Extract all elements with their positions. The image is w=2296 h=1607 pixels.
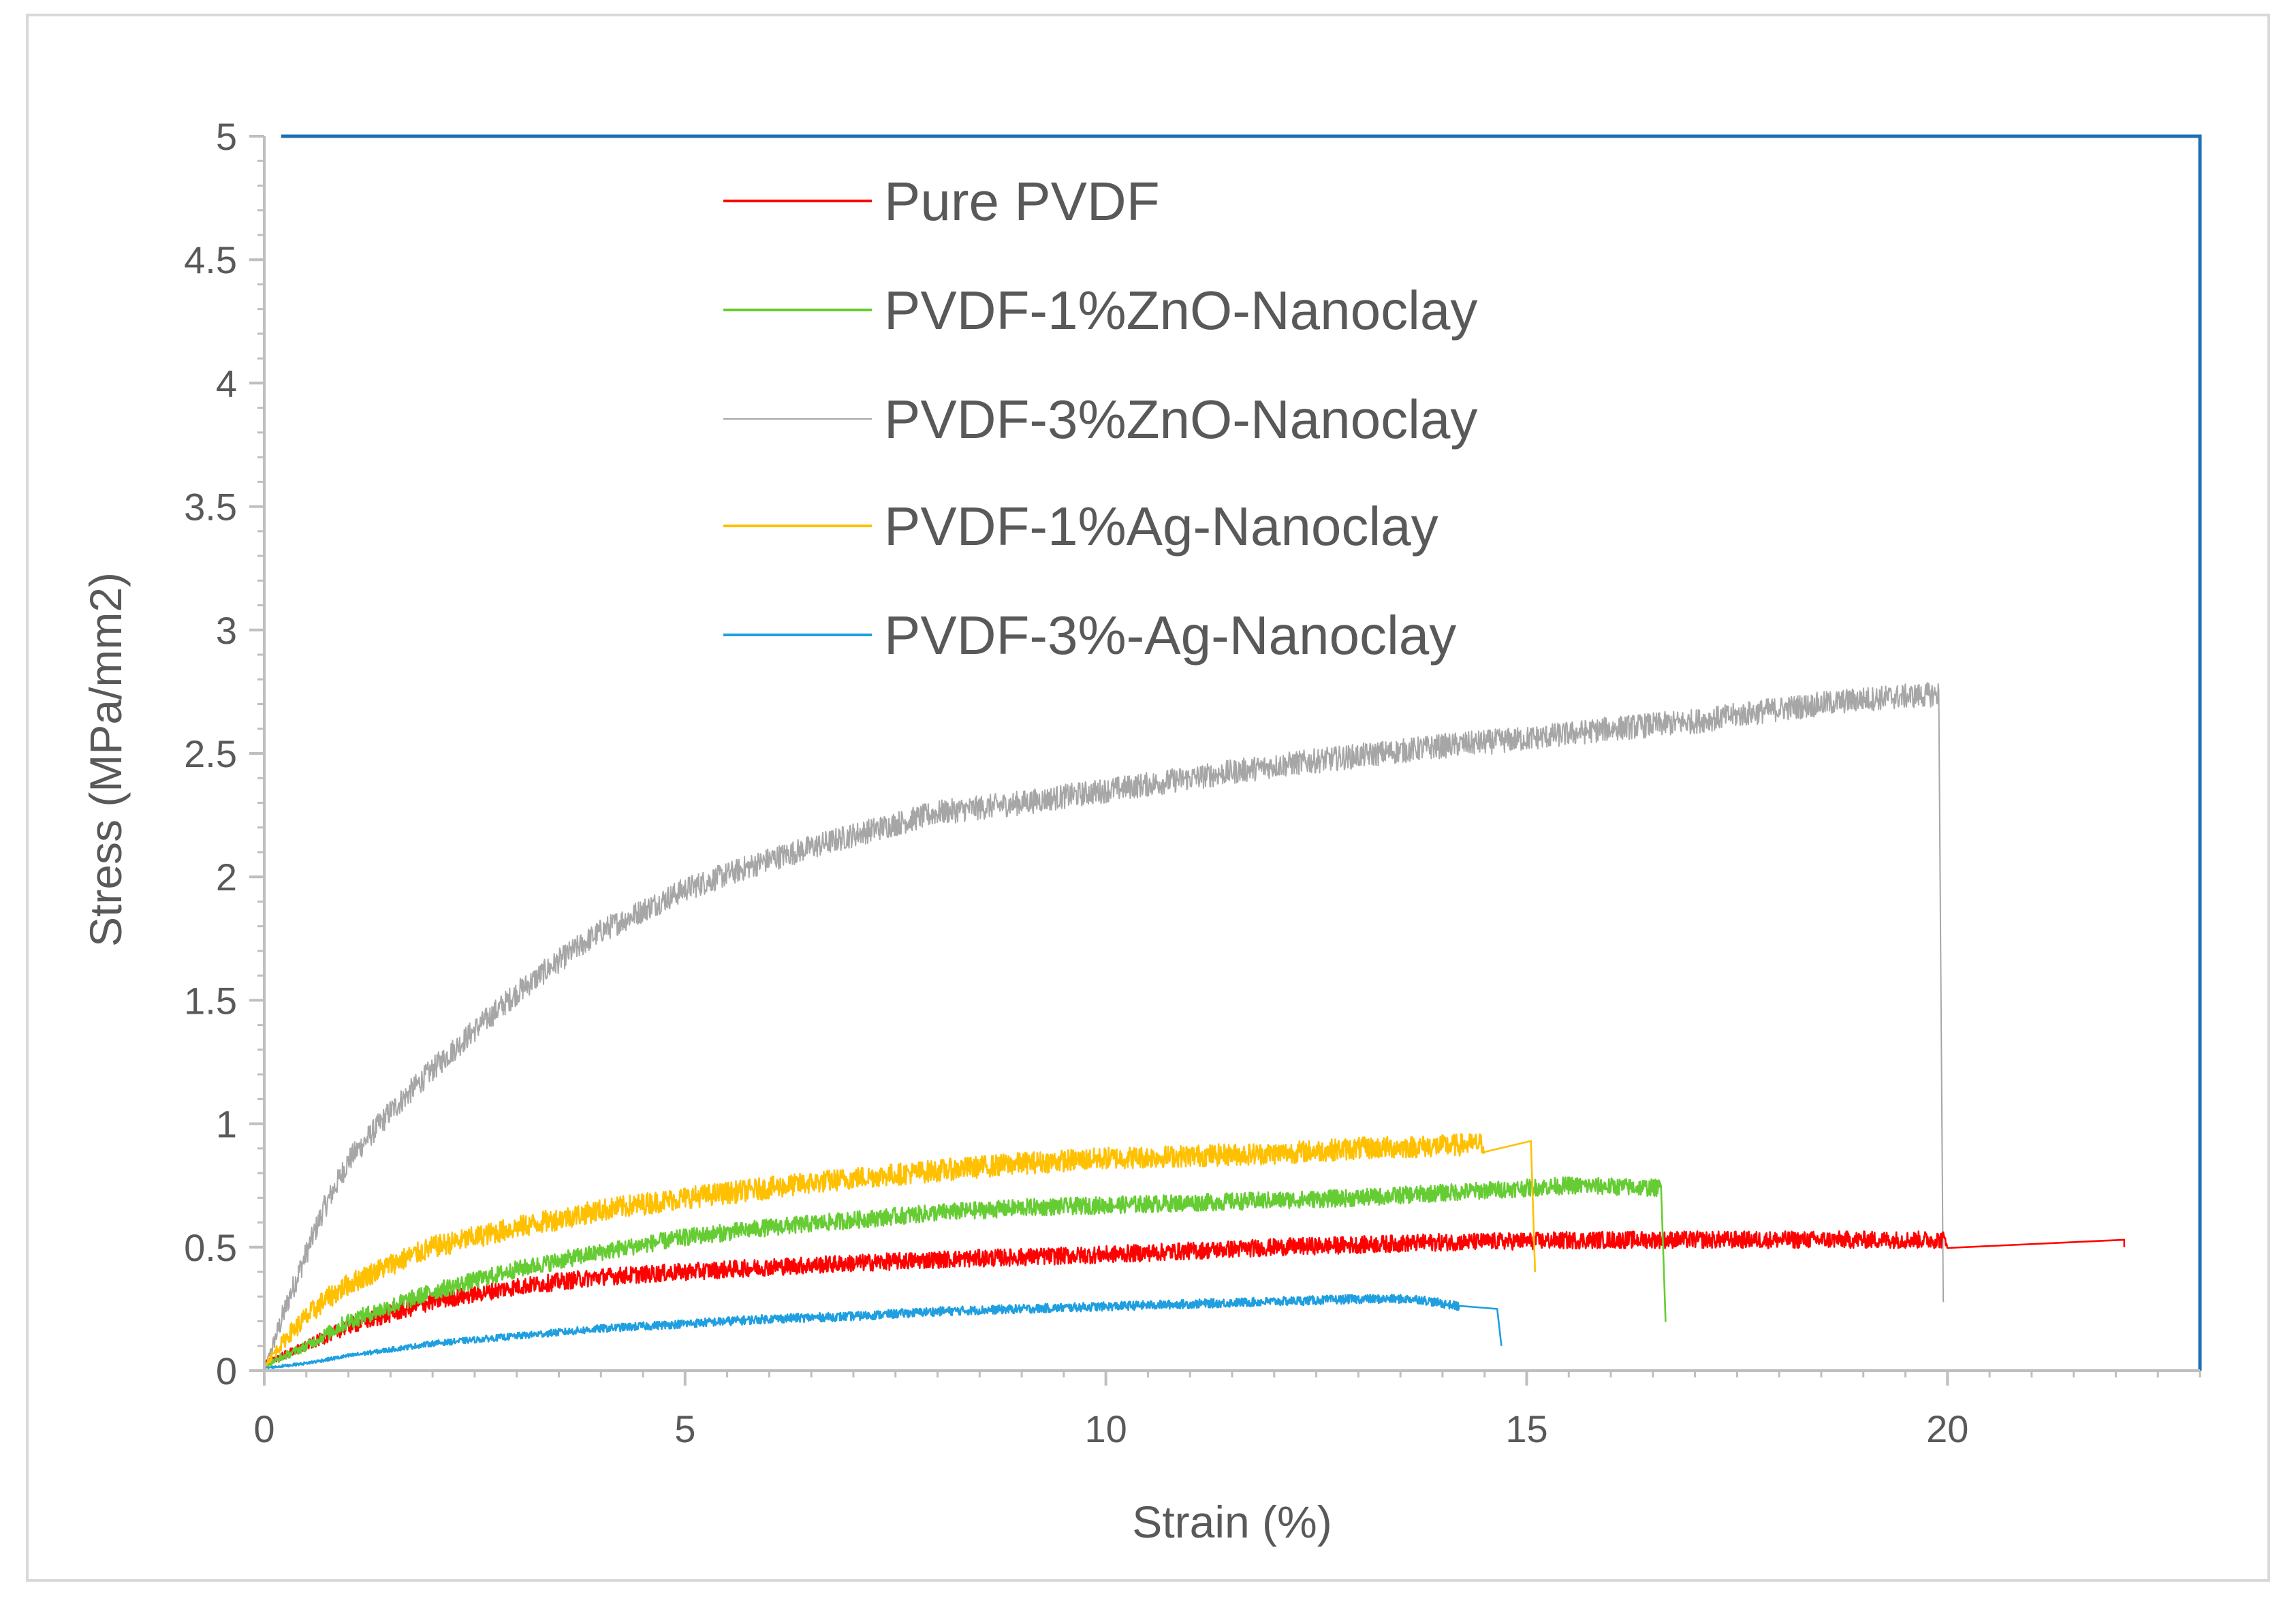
x-tick-label: 5 bbox=[674, 1407, 695, 1450]
legend: Pure PVDF PVDF-1%ZnO-Nanoclay PVDF-3%ZnO-N… bbox=[723, 171, 1477, 666]
legend-label-pvdf-1-zno-nanoclay: PVDF-1%ZnO-Nanoclay bbox=[884, 280, 1477, 341]
y-tick-label: 0 bbox=[216, 1349, 237, 1392]
x-tick-label: 15 bbox=[1505, 1407, 1547, 1450]
y-tick-label: 3.5 bbox=[184, 486, 237, 529]
y-tick-label: 4 bbox=[216, 362, 237, 405]
series-line-pure-pvdf bbox=[263, 1230, 2126, 1367]
y-tick-label: 2.5 bbox=[184, 732, 237, 775]
y-tick-label: 0.5 bbox=[184, 1226, 237, 1269]
y-tick-label: 5 bbox=[216, 115, 237, 158]
legend-label-pure-pvdf: Pure PVDF bbox=[884, 171, 1160, 232]
series-line-pvdf-3-zno-nanoclay bbox=[264, 682, 1945, 1371]
series-layer bbox=[263, 682, 2126, 1371]
y-tick-label: 4.5 bbox=[184, 238, 237, 281]
x-tick-label: 10 bbox=[1085, 1407, 1127, 1450]
series-line-pvdf-1-zno-nanoclay bbox=[263, 1176, 1667, 1368]
legend-label-pvdf-1-ag-nanoclay: PVDF-1%Ag-Nanoclay bbox=[884, 496, 1438, 557]
legend-label-pvdf-3-zno-nanoclay: PVDF-3%ZnO-Nanoclay bbox=[884, 389, 1477, 450]
chart-frame bbox=[26, 14, 2270, 1582]
axes: 0 0.5 1 1.5 2 2.5 3 3.5 4 4.5 5 0 5 10 15 20 bbox=[184, 115, 2201, 1450]
y-tick-label: 2 bbox=[216, 856, 237, 899]
x-tick-label: 20 bbox=[1926, 1407, 1968, 1450]
legend-label-pvdf-3-ag-nanoclay: PVDF-3%-Ag-Nanoclay bbox=[884, 605, 1456, 666]
y-tick-label: 3 bbox=[216, 609, 237, 652]
x-tick-label: 0 bbox=[253, 1407, 274, 1450]
x-axis-title: Strain (%) bbox=[1132, 1497, 1332, 1547]
y-axis-title: Stress (MPa/mm2) bbox=[80, 572, 131, 947]
y-tick-label: 1.5 bbox=[184, 979, 237, 1022]
y-tick-label: 1 bbox=[216, 1103, 237, 1146]
series-line-pvdf-3-ag-nanoclay bbox=[263, 1294, 1503, 1370]
plot-area bbox=[281, 134, 2202, 1371]
series-line-pvdf-1-ag-nanoclay bbox=[263, 1133, 1537, 1369]
plot-border bbox=[281, 134, 2202, 1371]
